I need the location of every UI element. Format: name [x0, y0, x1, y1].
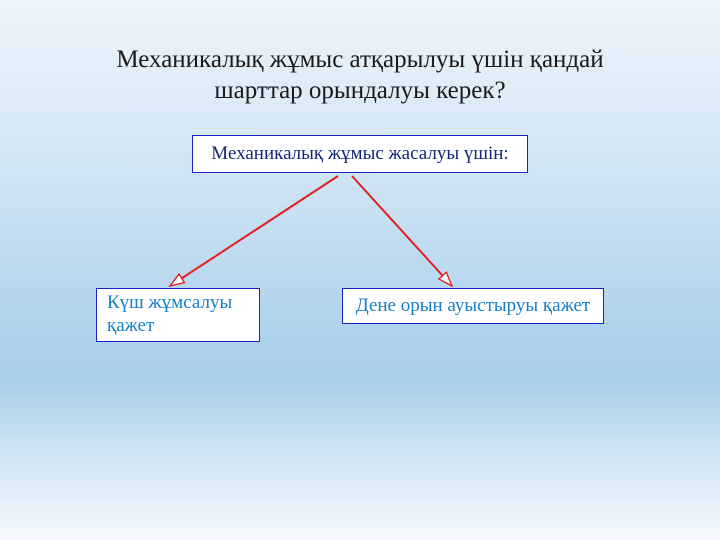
slide-title: Механикалық жұмыс атқарылуы үшін қандай … — [0, 44, 720, 107]
node-left: Күш жұмсалуы қажет — [96, 288, 260, 342]
title-line-2: шарттар орындалуы керек? — [214, 77, 505, 104]
node-root-label: Механикалық жұмыс жасалуы үшін: — [211, 143, 508, 166]
node-right-label: Дене орын ауыстыруы қажет — [356, 295, 590, 318]
node-root: Механикалық жұмыс жасалуы үшін: — [192, 135, 528, 173]
title-line-1: Механикалық жұмыс атқарылуы үшін қандай — [116, 46, 603, 73]
node-left-label: Күш жұмсалуы қажет — [107, 292, 249, 338]
node-right: Дене орын ауыстыруы қажет — [342, 288, 604, 324]
